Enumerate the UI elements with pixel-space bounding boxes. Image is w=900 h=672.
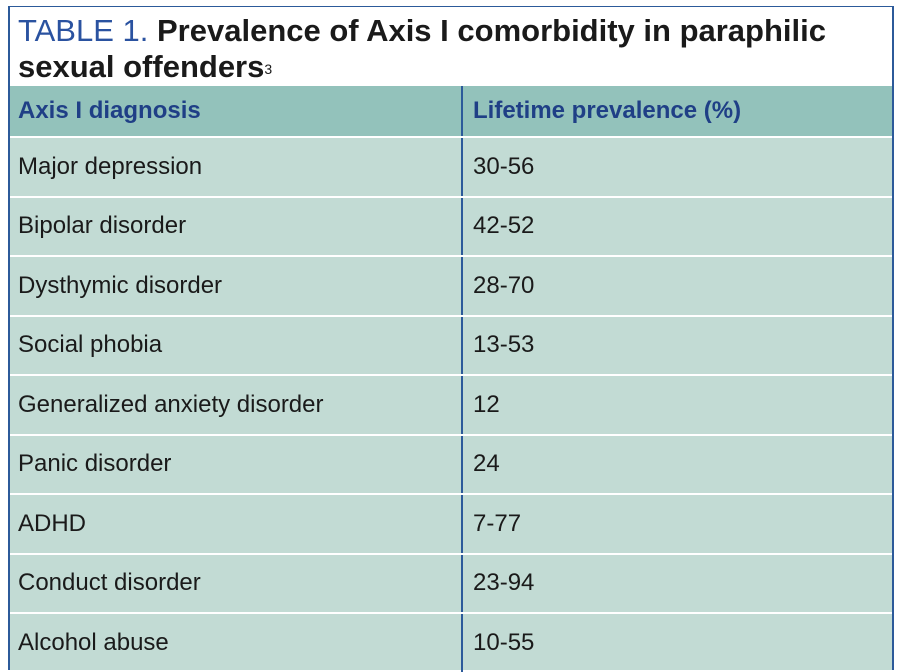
prevalence-cell: 7-77	[461, 494, 892, 555]
diagnosis-cell: Conduct disorder	[10, 553, 462, 614]
diagnosis-cell: Panic disorder	[10, 434, 462, 495]
prevalence-cell: 30-56	[461, 137, 892, 198]
diagnosis-cell: Dysthymic disorder	[10, 256, 462, 317]
diagnosis-cell: ADHD	[10, 494, 462, 555]
table-row: Generalized anxiety disorder 12	[10, 375, 892, 436]
table-title: Prevalence of Axis I comorbidity in para…	[18, 13, 826, 84]
table-row: Alcohol abuse 10-55	[10, 613, 892, 672]
diagnosis-cell: Bipolar disorder	[10, 196, 462, 257]
prevalence-cell: 28-70	[461, 256, 892, 317]
column-header-diagnosis: Axis I diagnosis	[10, 86, 462, 138]
table-caption: TABLE 1. Prevalence of Axis I comorbidit…	[8, 6, 894, 86]
diagnosis-cell: Major depression	[10, 137, 462, 198]
table-row: ADHD 7-77	[10, 494, 892, 555]
table-container: Axis I diagnosis Lifetime prevalence (%)…	[8, 86, 894, 672]
diagnosis-cell: Alcohol abuse	[18, 628, 169, 656]
diagnosis-cell: Generalized anxiety disorder	[10, 375, 462, 436]
table-row: Social phobia 13-53	[10, 315, 892, 376]
column-header-prevalence: Lifetime prevalence (%)	[461, 86, 892, 138]
prevalence-cell: 42-52	[461, 196, 892, 257]
prevalence-cell: 10-55	[461, 613, 892, 672]
table-row: Conduct disorder 23-94	[10, 553, 892, 614]
table-row: Bipolar disorder 42-52	[10, 196, 892, 257]
table-row: Dysthymic disorder 28-70	[10, 256, 892, 317]
diagnosis-cell: Social phobia	[10, 315, 462, 376]
comorbidity-table: Axis I diagnosis Lifetime prevalence (%)…	[10, 86, 892, 672]
table-row: Major depression 30-56	[10, 137, 892, 198]
prevalence-cell: 13-53	[461, 315, 892, 376]
table-label: TABLE 1.	[18, 13, 149, 48]
table-row: Panic disorder 24	[10, 434, 892, 495]
prevalence-cell: 24	[461, 434, 892, 495]
reference-superscript: 3	[264, 61, 273, 77]
table-header-row: Axis I diagnosis Lifetime prevalence (%)	[10, 86, 892, 138]
prevalence-cell: 23-94	[461, 553, 892, 614]
prevalence-cell: 12	[461, 375, 892, 436]
